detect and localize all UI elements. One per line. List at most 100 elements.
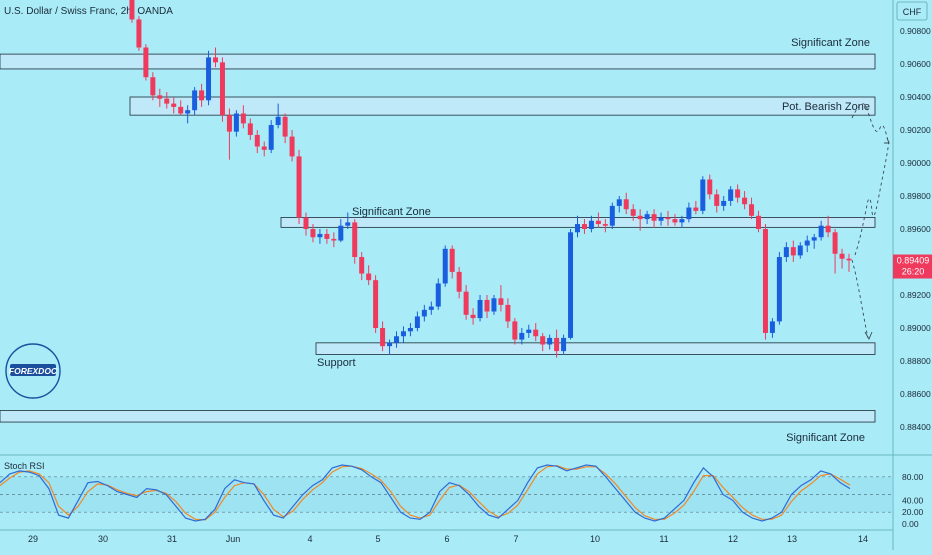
candle <box>776 252 782 325</box>
candle-body <box>561 337 567 352</box>
significant-zone-top-label: Significant Zone <box>791 37 870 49</box>
candle-body <box>707 179 713 195</box>
stoch-tick-label: 80.00 <box>902 472 924 482</box>
candle <box>359 252 365 281</box>
candle <box>783 242 789 262</box>
significant-zone-bottom-label: Significant Zone <box>786 432 865 444</box>
price-tick-label: 0.88800 <box>900 356 931 366</box>
candle <box>456 266 462 299</box>
price-tick-label: 0.90600 <box>900 59 931 69</box>
candle-body <box>240 113 246 124</box>
candle <box>700 176 706 215</box>
candle <box>303 212 309 236</box>
stoch-axis: 80.00 40.00 20.00 0.00 <box>902 472 924 529</box>
candle <box>735 184 741 203</box>
candle-body <box>790 247 796 256</box>
candle-body <box>818 225 824 238</box>
candle-body <box>261 146 267 150</box>
time-tick-label: 10 <box>590 534 600 544</box>
candle <box>609 202 615 229</box>
candle <box>825 215 831 238</box>
candle-body <box>540 336 546 345</box>
candle-body <box>359 257 365 274</box>
candle-body <box>658 217 664 221</box>
candle-body <box>811 237 817 241</box>
candle-body <box>491 298 497 312</box>
candle-body <box>644 214 650 220</box>
candle-body <box>804 240 810 246</box>
candle-body <box>456 271 462 292</box>
candle-body <box>178 106 184 114</box>
candle-body <box>421 309 427 317</box>
candle-body <box>387 342 393 347</box>
candle <box>150 72 156 101</box>
stoch-rsi-title: Stoch RSI <box>4 461 45 471</box>
candle <box>400 326 406 343</box>
candle-body <box>345 222 351 226</box>
candle <box>575 215 580 238</box>
candle <box>289 130 295 162</box>
candle <box>136 16 142 51</box>
candle-body <box>289 136 295 157</box>
logo-text: FOREXDOC <box>9 366 58 376</box>
candle <box>421 304 427 322</box>
candle-body <box>637 215 643 220</box>
candle-body <box>575 224 580 233</box>
candle-body <box>247 123 253 135</box>
candle <box>484 295 490 319</box>
candle <box>714 189 720 213</box>
candle <box>644 210 650 225</box>
candle-body <box>143 47 149 78</box>
candle <box>254 130 260 154</box>
projection-mid-path <box>854 139 890 256</box>
candle-body <box>275 116 281 126</box>
time-tick-label: 14 <box>858 534 868 544</box>
price-tick-label: 0.88600 <box>900 389 931 399</box>
candle-body <box>783 247 789 258</box>
symbol-title: U.S. Dollar / Swiss Franc, 2h, OANDA <box>4 6 173 17</box>
candle <box>171 97 177 114</box>
candle-body <box>735 189 741 198</box>
candle <box>756 210 761 233</box>
candle-body <box>199 90 205 101</box>
currency-badge[interactable] <box>896 1 928 21</box>
candle <box>665 210 671 226</box>
candle-body <box>797 245 803 256</box>
current-price-value: 0.89409 <box>897 256 930 266</box>
candle <box>331 232 337 248</box>
projection-arrow-right-icon <box>884 137 890 144</box>
candle <box>185 105 191 124</box>
candle <box>790 240 796 262</box>
candle <box>240 105 246 129</box>
candle <box>630 204 636 221</box>
candle <box>505 298 511 328</box>
candle-body <box>721 200 727 206</box>
candle-body <box>588 220 594 229</box>
price-tick-label: 0.88400 <box>900 422 931 432</box>
candle-body <box>714 194 720 206</box>
candle <box>226 108 232 160</box>
candle-body <box>352 222 358 258</box>
candle <box>394 331 399 348</box>
time-axis[interactable]: 29 30 31 Jun 4 5 6 7 10 11 12 13 14 <box>28 534 868 544</box>
candle <box>373 275 379 333</box>
candle-body <box>394 336 399 343</box>
price-tick-label: 0.90400 <box>900 92 931 102</box>
candle-body <box>366 273 372 281</box>
candle <box>742 191 748 210</box>
candle <box>282 113 288 144</box>
candle <box>414 311 420 332</box>
candle <box>428 301 434 315</box>
candle <box>533 323 539 342</box>
candle-body <box>512 321 518 340</box>
candle <box>317 229 323 244</box>
projection-arrow-down-icon <box>864 331 873 341</box>
candle-body <box>442 248 448 284</box>
candle-body <box>762 229 768 333</box>
candle <box>762 224 768 340</box>
candle <box>581 219 587 234</box>
candle-body <box>756 215 761 229</box>
candle <box>247 118 253 140</box>
